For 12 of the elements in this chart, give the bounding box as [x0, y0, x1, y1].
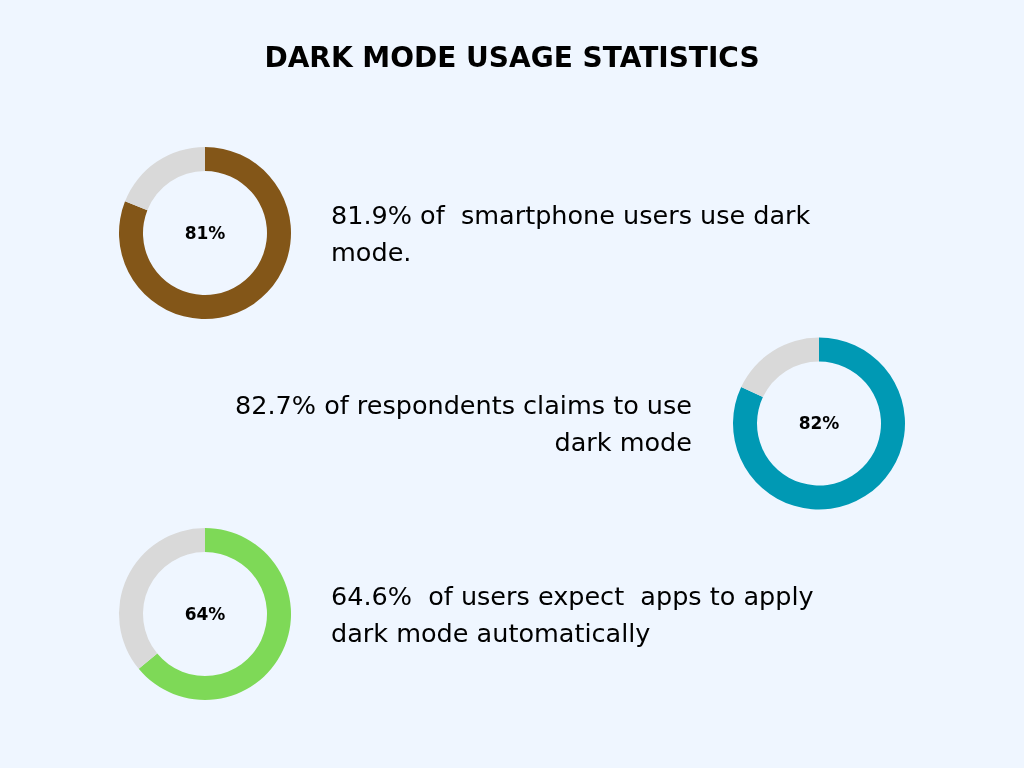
donut-slice [125, 147, 205, 211]
text: DARK MODE USAGE STATISTICS [264, 41, 760, 74]
donut-slice [138, 528, 291, 700]
text: 81.9% of smartphone users use dark mode. [331, 199, 811, 267]
text: 64.6% of users expect apps to apply dark mode automatically [331, 580, 814, 648]
data-label: 82% [798, 413, 840, 434]
text: 82.7% of respondents claims to use dark mode [235, 390, 692, 457]
donut-slice [733, 337, 905, 510]
donut-slice [119, 147, 291, 319]
data-label: 81% [184, 222, 226, 243]
data-label: 64% [184, 603, 226, 624]
donut-slice [741, 337, 819, 398]
